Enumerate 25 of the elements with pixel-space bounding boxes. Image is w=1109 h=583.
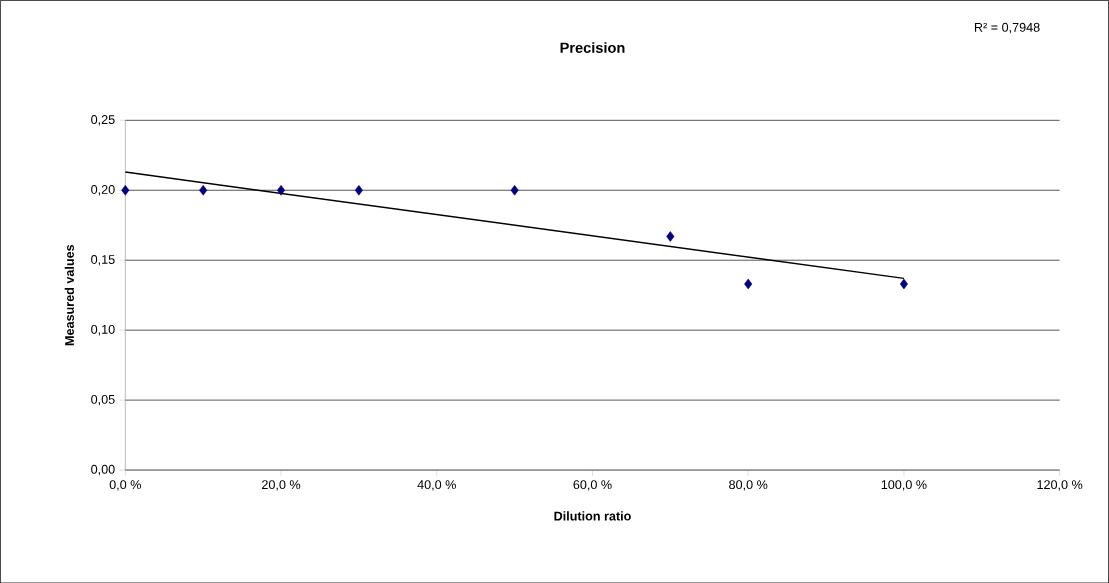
y-tick-label: 0,05 — [91, 394, 115, 406]
point — [510, 184, 519, 196]
x-tick-label: 100,0 % — [881, 480, 927, 491]
x-tick-label: 40,0 % — [417, 480, 456, 491]
point — [354, 184, 363, 196]
y-tick-label: 0,00 — [91, 464, 115, 476]
x-axis-title: Dilution ratio — [554, 511, 631, 521]
y-tick-label: 0,25 — [91, 114, 115, 126]
x-tick-label: 120,0 % — [1037, 480, 1083, 491]
point — [277, 184, 286, 196]
x-tick-label: 80,0 % — [729, 480, 768, 491]
point — [121, 184, 130, 196]
x-tick-label: 20,0 % — [262, 480, 301, 491]
chart-title: Precision — [560, 42, 625, 53]
y-tick-label: 0,20 — [91, 184, 115, 196]
y-axis-title: Measured values — [64, 244, 74, 345]
point — [899, 278, 908, 290]
point — [199, 184, 208, 196]
y-tick-label: 0,15 — [91, 254, 115, 266]
text: R² = 0,7948 — [974, 22, 1040, 34]
point — [666, 230, 675, 242]
y-tick-label: 0,10 — [91, 324, 115, 336]
x-tick-label: 0,0 % — [109, 480, 141, 491]
point — [744, 278, 753, 290]
x-tick-label: 60,0 % — [573, 480, 612, 491]
